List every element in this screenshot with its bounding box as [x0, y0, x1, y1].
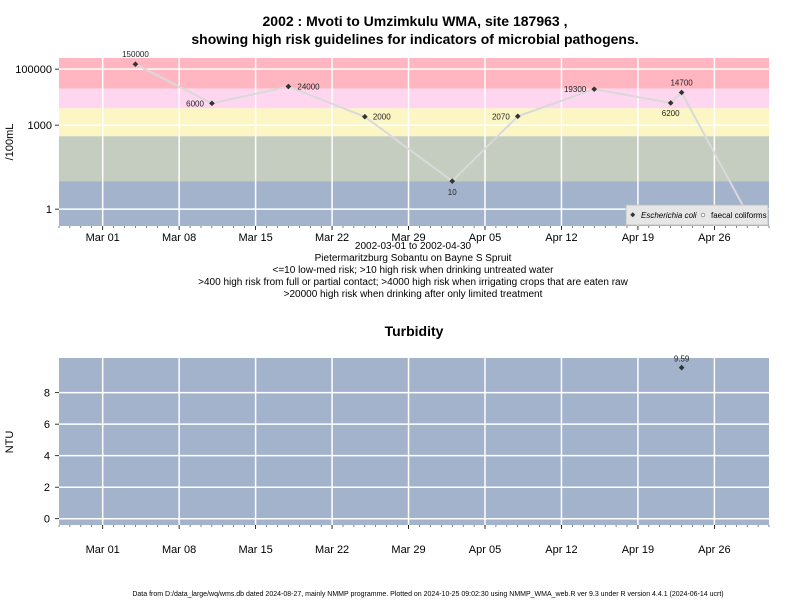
ecoli-point-label-4: 10: [448, 188, 457, 197]
turbidity-series-points: 9.59: [674, 355, 690, 371]
risk-band-2: [59, 108, 769, 137]
turbidity-y-tick-label-0: 0: [44, 514, 50, 526]
ecoli-point-3: [362, 113, 368, 120]
ecoli-point-label-3: 2000: [373, 113, 391, 122]
turbidity-y-tick-label-4: 8: [44, 388, 50, 400]
chart-title-line2: showing high risk guidelines for indicat…: [191, 31, 638, 47]
info-line-risk-contact: >400 high risk from full or partial cont…: [198, 277, 628, 288]
risk-band-3: [59, 136, 769, 182]
top-axes: Mar 01 Mar 08 Mar 15 Mar 22 Mar 29 Apr 05 Apr …: [15, 64, 770, 244]
turbidity-background: [59, 358, 769, 525]
top-x-tick-label-7: Apr 19: [622, 232, 654, 244]
top-x-tick-label-6: Apr 12: [545, 232, 577, 244]
turbidity-x-tick-label-2: Mar 15: [238, 544, 272, 556]
top-x-tick-label-4: Mar 29: [391, 232, 425, 244]
ecoli-point-7: [667, 100, 674, 106]
ecoli-point-label-2: 24000: [297, 82, 320, 91]
top-x-tick-label-3: Mar 22: [315, 232, 349, 244]
top-y-tick-label-1: 1000: [28, 120, 52, 132]
top-grid: [59, 58, 769, 226]
turbidity-grid: [59, 358, 769, 525]
info-line-risk-low: <=10 low-med risk; >10 high risk when dr…: [273, 265, 555, 276]
info-line-risk-treatment: >20000 high risk when drinking after onl…: [284, 289, 543, 300]
top-x-tick-label-5: Apr 05: [469, 232, 501, 244]
turbidity-x-tick-label-3: Mar 22: [315, 544, 349, 556]
info-line-date-range: 2002-03-01 to 2002-04-30: [355, 241, 472, 252]
ecoli-point-5: [514, 113, 521, 120]
top-y-tick-label-0: 1: [46, 204, 52, 216]
ecoli-point-label-1: 6000: [186, 99, 204, 108]
turbidity-x-tick-label-7: Apr 19: [622, 544, 654, 556]
ecoli-point-label-0: 150000: [122, 50, 149, 59]
turbidity-x-tick-label-5: Apr 05: [469, 544, 501, 556]
chart-title-line1: 2002 : Mvoti to Umzimkulu WMA, site 1879…: [263, 13, 568, 29]
turbidity-axes: Mar 01 Mar 08 Mar 15 Mar 22 Mar 29 Apr 05 Apr …: [44, 388, 770, 556]
turbidity-y-tick-label-2: 4: [44, 451, 50, 463]
ecoli-point-6: [591, 86, 598, 92]
turbidity-y-tick-label-3: 6: [44, 419, 50, 431]
top-x-tick-label-2: Mar 15: [238, 232, 272, 244]
legend-ecoli-marker: [630, 212, 636, 218]
turbidity-x-tick-label-4: Mar 29: [391, 544, 425, 556]
info-line-site: Pietermaritzburg Sobantu on Bayne S Spru…: [315, 253, 512, 264]
risk-bands: [59, 58, 769, 226]
footer-note: Data from D:/data_large/wq/wms.db dated …: [132, 591, 723, 598]
ecoli-line: [135, 63, 749, 214]
ecoli-point-label-5: 2070: [492, 112, 510, 121]
top-x-tick-label-0: Mar 01: [86, 232, 120, 244]
ecoli-series-line: [135, 63, 749, 214]
risk-band-0: [59, 58, 769, 89]
turbidity-point-0: [678, 364, 685, 371]
turbidity-plot-area: [59, 358, 769, 525]
turbidity-y-axis-label: NTU: [4, 431, 16, 454]
ecoli-point-2: [285, 83, 292, 90]
turbidity-title: Turbidity: [385, 323, 444, 339]
legend-faecal-label: faecal coliforms: [711, 211, 767, 220]
top-x-tick-label-1: Mar 08: [162, 232, 196, 244]
top-y-tick-label-2: 100000: [15, 64, 52, 76]
turbidity-x-tick-label-1: Mar 08: [162, 544, 196, 556]
ecoli-point-1: [209, 100, 215, 107]
turbidity-x-tick-label-8: Apr 26: [698, 544, 730, 556]
ecoli-point-label-6: 19300: [564, 85, 587, 94]
legend: Escherichia coli faecal coliforms: [625, 204, 769, 226]
legend-faecal-marker: [700, 212, 706, 218]
turbidity-point-label-0: 9.59: [674, 355, 690, 364]
turbidity-y-tick-label-1: 2: [44, 482, 50, 494]
ecoli-point-label-7: 6200: [662, 109, 680, 118]
turbidity-x-tick-label-0: Mar 01: [86, 544, 120, 556]
turbidity-x-tick-label-6: Apr 12: [545, 544, 577, 556]
ecoli-point-4: [449, 178, 456, 184]
legend-ecoli-label: Escherichia coli: [641, 211, 697, 220]
ecoli-point-8: [678, 89, 685, 96]
risk-band-1: [59, 88, 769, 109]
top-x-tick-label-8: Apr 26: [698, 232, 730, 244]
top-y-axis-label: /100mL: [4, 124, 16, 161]
ecoli-point-label-8: 14700: [670, 78, 693, 87]
